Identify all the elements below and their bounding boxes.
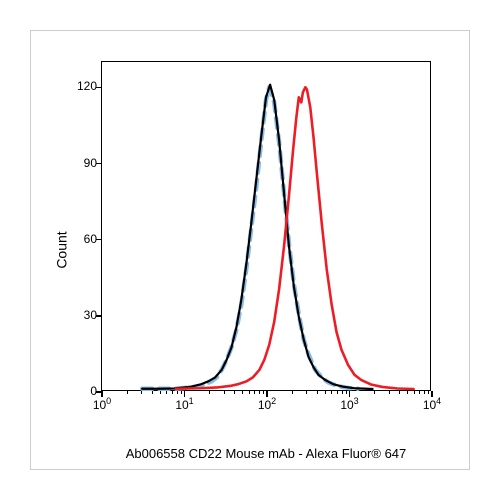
x-minor-tick (249, 391, 250, 394)
x-tick-mark (184, 391, 186, 397)
y-axis-label: Count (54, 231, 70, 268)
y-tick-label: 120 (71, 79, 97, 93)
x-minor-tick (337, 391, 338, 394)
x-minor-tick (209, 391, 210, 394)
x-minor-tick (292, 391, 293, 394)
x-minor-tick (374, 391, 375, 394)
x-minor-tick (160, 391, 161, 394)
x-tick-label: 102 (258, 396, 276, 412)
x-tick-label: 101 (175, 396, 193, 412)
x-minor-tick (317, 391, 318, 394)
y-tick-label: 90 (71, 156, 97, 170)
x-tick-label: 104 (423, 396, 441, 412)
x-minor-tick (224, 391, 225, 394)
x-minor-tick (424, 391, 425, 394)
x-axis-label: Ab006558 CD22 Mouse mAb - Alexa Fluor® 6… (101, 446, 431, 461)
x-minor-tick (407, 391, 408, 394)
y-tick-label: 60 (71, 232, 97, 246)
x-minor-tick (141, 391, 142, 394)
x-tick-mark (349, 391, 351, 397)
histogram-curves (102, 62, 430, 390)
x-minor-tick (181, 391, 182, 394)
chart-container: Count 100101102103104 Ab006558 CD22 Mous… (30, 30, 470, 470)
x-tick-label: 103 (340, 396, 358, 412)
x-minor-tick (389, 391, 390, 394)
x-minor-tick (325, 391, 326, 394)
x-minor-tick (399, 391, 400, 394)
series-stained (176, 87, 414, 389)
x-tick-label: 100 (93, 396, 111, 412)
x-minor-tick (127, 391, 128, 394)
x-minor-tick (331, 391, 332, 394)
x-minor-tick (152, 391, 153, 394)
x-minor-tick (254, 391, 255, 394)
series-unstained (142, 85, 372, 389)
x-tick-mark (431, 391, 433, 397)
x-minor-tick (263, 391, 264, 394)
plot-area: 100101102103104 (101, 61, 431, 391)
x-minor-tick (234, 391, 235, 394)
x-minor-tick (428, 391, 429, 394)
x-minor-tick (306, 391, 307, 394)
x-tick-mark (266, 391, 268, 397)
x-minor-tick (166, 391, 167, 394)
x-minor-tick (342, 391, 343, 394)
x-minor-tick (177, 391, 178, 394)
y-tick-label: 0 (71, 384, 97, 398)
y-tick-label: 30 (71, 308, 97, 322)
x-minor-tick (242, 391, 243, 394)
x-minor-tick (414, 391, 415, 394)
x-minor-tick (172, 391, 173, 394)
x-minor-tick (419, 391, 420, 394)
x-tick-mark (101, 391, 103, 397)
x-minor-tick (259, 391, 260, 394)
x-minor-tick (346, 391, 347, 394)
